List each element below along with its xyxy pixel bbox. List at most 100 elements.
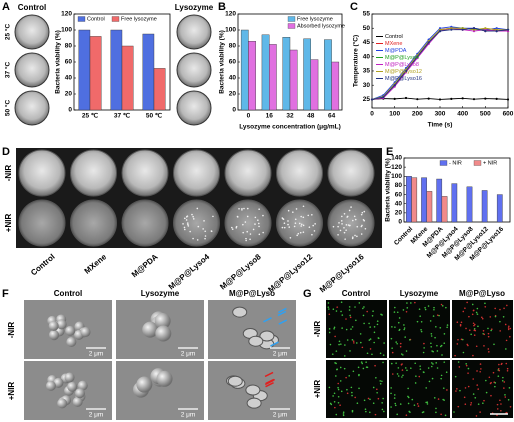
colony bbox=[281, 217, 284, 219]
cell bbox=[466, 301, 468, 304]
cell bbox=[476, 307, 479, 310]
panel-letter: B bbox=[218, 1, 226, 13]
plate-photo bbox=[327, 199, 375, 247]
colony bbox=[212, 215, 214, 218]
cell bbox=[361, 362, 364, 365]
arrow bbox=[265, 378, 275, 385]
x-tick-label: 37 ℃ bbox=[114, 112, 131, 120]
colony bbox=[343, 231, 346, 234]
cell bbox=[435, 362, 438, 364]
cell bbox=[496, 414, 498, 416]
photo-header: Lysozyme bbox=[175, 3, 214, 12]
cell bbox=[343, 367, 346, 370]
cell bbox=[434, 336, 436, 339]
cell bbox=[342, 414, 345, 417]
cell bbox=[407, 402, 410, 405]
cell bbox=[492, 371, 495, 374]
arrow bbox=[270, 341, 279, 347]
cell bbox=[474, 329, 477, 332]
cell bbox=[372, 402, 375, 405]
cell bbox=[396, 373, 399, 375]
row-label: -NIR bbox=[4, 165, 13, 182]
colony bbox=[361, 224, 363, 227]
plate-photo bbox=[14, 52, 50, 88]
cell bbox=[65, 325, 76, 336]
y-tick-label: 0 bbox=[232, 107, 236, 114]
colony bbox=[244, 221, 247, 223]
colony bbox=[361, 211, 364, 214]
cell bbox=[373, 331, 376, 334]
cell bbox=[480, 368, 482, 370]
legend-label: M@P@Lyso12 bbox=[385, 69, 422, 75]
bar bbox=[261, 34, 270, 111]
point bbox=[506, 98, 510, 101]
cell bbox=[425, 401, 427, 404]
plate-photo bbox=[14, 14, 50, 50]
point bbox=[484, 97, 487, 100]
cell bbox=[457, 405, 460, 408]
cell bbox=[422, 351, 425, 354]
cell bbox=[487, 332, 490, 335]
cell bbox=[356, 402, 359, 405]
cell bbox=[499, 320, 501, 323]
colony bbox=[308, 226, 311, 229]
point bbox=[450, 28, 453, 31]
cell bbox=[443, 361, 446, 363]
cell bbox=[493, 343, 495, 346]
cell bbox=[372, 386, 375, 389]
x-axis-title: Lysozyme concentration (μg/mL) bbox=[239, 124, 341, 131]
colony bbox=[298, 222, 301, 225]
cell bbox=[348, 306, 351, 308]
panel-letter: E bbox=[386, 146, 393, 158]
colony bbox=[300, 223, 303, 226]
cell bbox=[499, 308, 501, 311]
cell bbox=[453, 411, 455, 413]
debris bbox=[248, 335, 264, 347]
cell bbox=[435, 411, 437, 414]
x-tick-label: 200 bbox=[412, 111, 423, 118]
cell bbox=[136, 376, 153, 393]
legend-swatch bbox=[111, 16, 120, 22]
cell bbox=[360, 341, 362, 344]
colony bbox=[347, 224, 350, 226]
y-axis-title: Bacteria viability (%) bbox=[385, 158, 392, 222]
colony bbox=[302, 216, 305, 219]
colony bbox=[258, 233, 261, 236]
cell bbox=[381, 402, 383, 404]
cell bbox=[509, 327, 512, 330]
cell bbox=[369, 398, 371, 401]
point bbox=[416, 55, 419, 58]
colony bbox=[262, 214, 264, 217]
cell bbox=[443, 342, 446, 345]
cell bbox=[440, 413, 442, 416]
point bbox=[404, 69, 408, 73]
cell bbox=[407, 396, 410, 399]
point bbox=[461, 97, 464, 100]
cell bbox=[445, 371, 448, 374]
colony bbox=[332, 225, 335, 228]
bar bbox=[496, 194, 503, 223]
cell bbox=[342, 411, 345, 414]
cell bbox=[67, 381, 78, 392]
cell bbox=[393, 397, 396, 399]
cell bbox=[419, 365, 421, 367]
column-label: Lysozyme bbox=[400, 289, 439, 298]
colony bbox=[196, 207, 199, 210]
cell bbox=[363, 322, 365, 325]
fluorescence-image bbox=[326, 360, 387, 418]
cell bbox=[465, 363, 467, 365]
cell bbox=[463, 396, 466, 399]
y-tick-label: 25 bbox=[363, 96, 371, 103]
colony bbox=[288, 226, 291, 228]
cell bbox=[488, 351, 490, 353]
cell bbox=[490, 329, 492, 332]
y-tick-label: 40 bbox=[363, 53, 371, 60]
y-axis-title: Bacteria viability (%) bbox=[55, 30, 62, 94]
cell bbox=[359, 333, 362, 335]
colony bbox=[313, 230, 316, 232]
cell bbox=[454, 375, 457, 378]
cell bbox=[473, 327, 476, 330]
colony bbox=[307, 214, 310, 217]
cell bbox=[505, 362, 508, 365]
cell bbox=[406, 369, 408, 372]
